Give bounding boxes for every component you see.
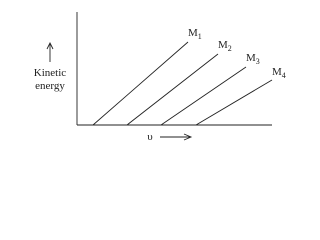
- x-axis-label: υ: [147, 131, 153, 143]
- line-label: M3: [246, 52, 260, 66]
- line-m4: [195, 79, 273, 126]
- line-label-subscript: 2: [228, 44, 232, 53]
- y-axis-label: energy: [35, 80, 65, 92]
- line-m3: [160, 66, 247, 126]
- line-m2: [126, 53, 219, 126]
- line-label: M1: [188, 27, 202, 41]
- line-label-name: M: [272, 66, 282, 78]
- line-label-subscript: 4: [282, 71, 286, 80]
- x-arrow-head: [183, 133, 193, 141]
- line-label-subscript: 3: [256, 57, 260, 66]
- y-arrow-head: [46, 41, 54, 50]
- line-label: M4: [272, 66, 286, 80]
- line-label-name: M: [218, 39, 228, 51]
- line-m1: [92, 41, 189, 126]
- line-label-name: M: [246, 52, 256, 64]
- y-axis-label: Kinetic: [34, 67, 66, 79]
- line-label-subscript: 1: [198, 32, 202, 41]
- line-label-name: M: [188, 27, 198, 39]
- diagram: Kinetic energy υ M1 M2 M3 M4: [34, 12, 286, 143]
- line-label: M2: [218, 39, 232, 53]
